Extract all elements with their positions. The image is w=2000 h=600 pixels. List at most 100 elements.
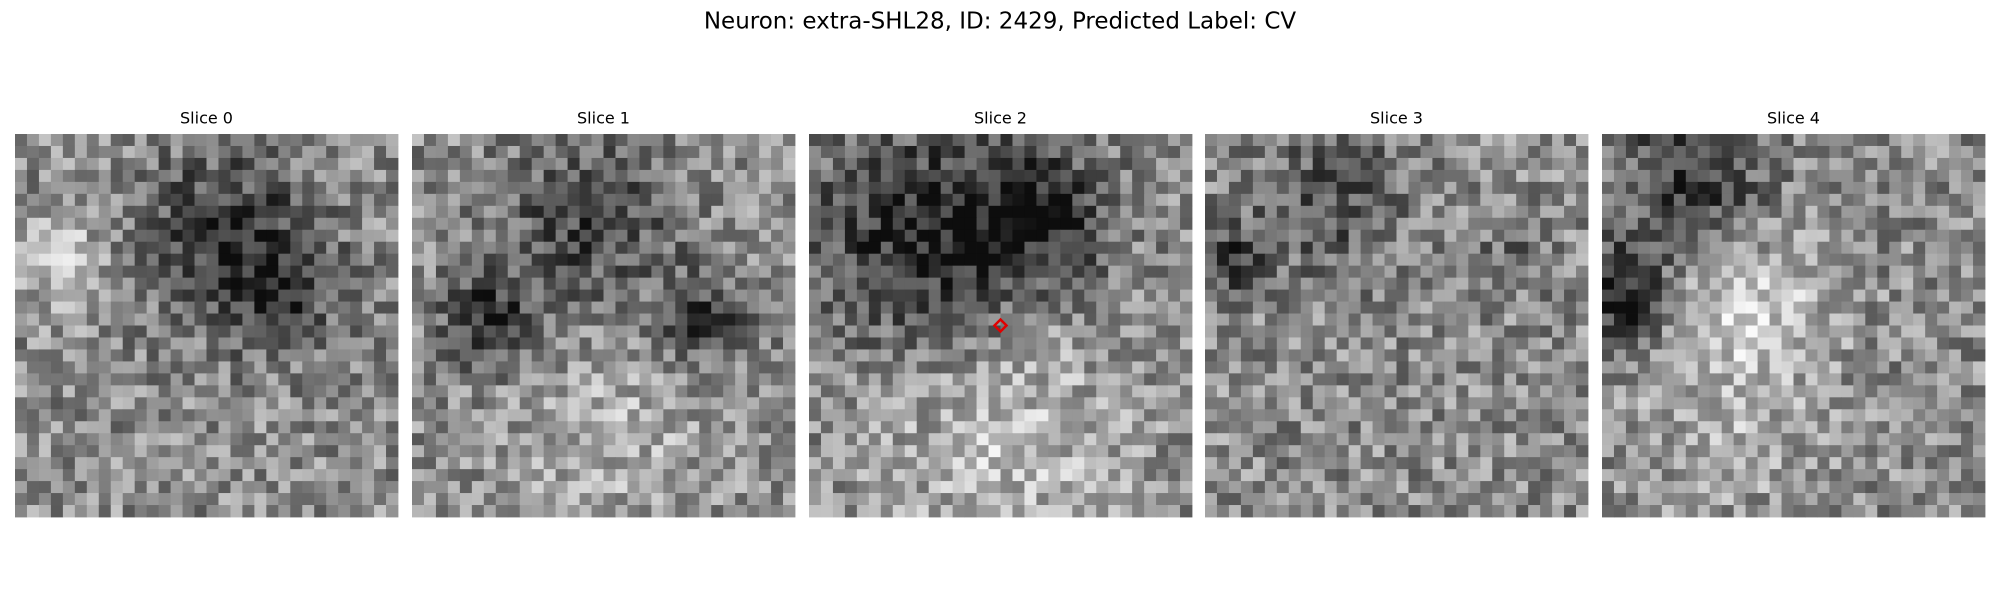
pixel: [314, 277, 327, 290]
pixel: [314, 229, 327, 243]
pixel: [988, 289, 1001, 302]
pixel: [1961, 193, 1974, 207]
pixel: [290, 325, 303, 338]
pixel: [1829, 229, 1842, 243]
pixel: [1492, 205, 1505, 219]
pixel: [1240, 385, 1254, 398]
pixel: [170, 145, 183, 159]
pixel: [374, 217, 387, 231]
pixel: [771, 361, 784, 374]
pixel: [988, 241, 1001, 255]
pixel: [615, 134, 628, 147]
pixel: [350, 385, 363, 398]
pixel: [1456, 301, 1469, 314]
pixel: [230, 193, 243, 207]
pixel: [735, 493, 748, 506]
pixel: [1637, 241, 1651, 255]
pixel: [1420, 145, 1433, 159]
pixel: [1913, 277, 1926, 290]
pixel: [699, 373, 712, 386]
pixel: [158, 301, 171, 314]
pixel: [1144, 397, 1157, 410]
pixel: [723, 469, 736, 482]
pixel: [699, 157, 712, 171]
pixel: [290, 169, 303, 183]
pixel: [880, 265, 894, 279]
pixel: [723, 325, 736, 338]
pixel: [747, 157, 760, 171]
pixel: [1156, 253, 1169, 267]
pixel: [1205, 421, 1218, 434]
pixel: [519, 481, 533, 494]
pixel: [1841, 217, 1854, 231]
pixel: [1312, 169, 1326, 183]
pixel: [1757, 325, 1770, 338]
pixel: [1156, 217, 1169, 231]
pixel: [1613, 241, 1627, 255]
pixel: [868, 157, 882, 171]
pixel: [314, 481, 327, 494]
pixel: [1444, 301, 1457, 314]
pixel: [483, 205, 497, 219]
pixel: [266, 349, 279, 362]
pixel: [567, 157, 580, 171]
pixel: [1625, 277, 1639, 290]
pixel: [832, 505, 846, 518]
pixel: [1288, 169, 1302, 183]
pixel: [783, 469, 796, 482]
pixel: [15, 134, 28, 147]
pixel: [50, 337, 64, 350]
pixel: [374, 469, 387, 482]
pixel: [1300, 325, 1314, 338]
pixel: [711, 457, 724, 470]
pixel: [242, 265, 255, 279]
pixel: [302, 289, 315, 302]
figure-title: Neuron: extra-SHL28, ID: 2429, Predicted…: [704, 9, 1297, 35]
pixel: [350, 277, 363, 290]
pixel: [1228, 289, 1242, 302]
pixel: [916, 337, 930, 350]
pixel: [122, 481, 136, 494]
pixel: [651, 313, 664, 326]
pixel: [1661, 421, 1675, 434]
pixel: [1180, 409, 1193, 422]
pixel: [302, 157, 315, 171]
pixel: [1276, 157, 1290, 171]
pixel: [194, 421, 207, 434]
pixel: [1961, 385, 1974, 398]
pixel: [350, 457, 363, 470]
pixel: [1661, 229, 1675, 243]
pixel: [459, 313, 473, 326]
pixel: [1312, 157, 1326, 171]
pixel: [591, 134, 604, 147]
pixel: [771, 373, 784, 386]
pixel: [170, 433, 183, 446]
pixel: [38, 457, 52, 470]
pixel: [1396, 349, 1409, 362]
pixel: [663, 253, 676, 267]
pixel: [519, 445, 533, 458]
pixel: [1745, 277, 1758, 290]
pixel: [699, 325, 712, 338]
pixel: [1228, 301, 1242, 314]
pixel: [543, 349, 557, 362]
pixel: [1120, 445, 1133, 458]
pixel: [110, 301, 124, 314]
pixel: [447, 193, 461, 207]
pixel: [1144, 373, 1157, 386]
pixel: [1120, 409, 1133, 422]
pixel: [362, 421, 375, 434]
pixel: [1288, 181, 1302, 195]
pixel: [1961, 397, 1974, 410]
pixel: [1745, 181, 1758, 195]
pixel: [1336, 289, 1350, 302]
pixel: [615, 241, 628, 255]
pixel: [783, 193, 796, 207]
pixel: [350, 241, 363, 255]
pixel: [1492, 134, 1505, 147]
pixel: [1949, 445, 1962, 458]
pixel: [1132, 193, 1145, 207]
pixel: [206, 265, 219, 279]
pixel: [1108, 325, 1121, 338]
pixel: [1625, 205, 1639, 219]
